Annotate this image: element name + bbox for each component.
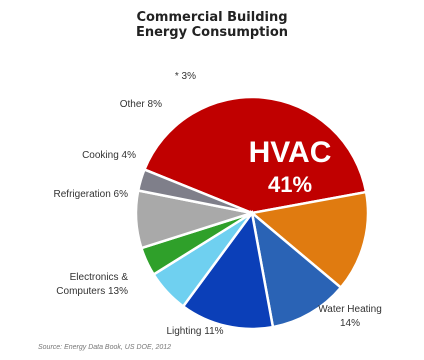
slice-label-hvac: HVAC bbox=[249, 136, 332, 169]
pie-slice-hvac bbox=[142, 95, 368, 215]
slice-value-electronics-computers: Computers 13% bbox=[56, 286, 128, 297]
pie-slice-star bbox=[136, 167, 253, 215]
slice-value-water-heating: 14% bbox=[340, 318, 360, 329]
slice-label-refrigeration: Refrigeration 6% bbox=[54, 189, 129, 200]
slice-label-electronics-computers: Electronics & bbox=[70, 272, 129, 283]
pie-slice-lighting bbox=[250, 209, 343, 329]
slice-label-water-heating: Water Heating bbox=[318, 304, 382, 315]
pie-slice-electronics-computers bbox=[181, 209, 275, 331]
chart-title-line-2: Energy Consumption bbox=[135, 25, 289, 40]
pie-slice-water-heating bbox=[249, 190, 370, 290]
chart-title-line-1: Commercial Building bbox=[136, 10, 288, 25]
pie-slices bbox=[134, 95, 370, 331]
source-note: Source: Energy Data Book, US DOE, 2012 bbox=[38, 344, 172, 351]
slice-label-star: * 3% bbox=[175, 71, 196, 82]
slice-label-other: Other 8% bbox=[120, 99, 162, 110]
slice-label-lighting: Lighting 11% bbox=[166, 326, 223, 337]
pie-labels: HVAC 41% Water Heating 14% Lighting 11% Elect… bbox=[54, 71, 382, 337]
slice-label-cooking: Cooking 4% bbox=[82, 150, 136, 161]
slice-value-hvac: 41% bbox=[268, 172, 312, 197]
